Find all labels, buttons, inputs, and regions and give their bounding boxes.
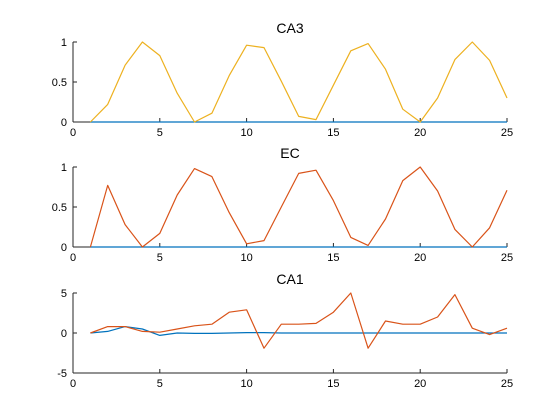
x-tick-label: 20 — [414, 252, 426, 264]
series-line-ca1-2 — [90, 292, 508, 349]
x-tick-label: 5 — [157, 127, 163, 139]
x-tick-label: 25 — [501, 252, 513, 264]
x-tick-label: 0 — [70, 127, 76, 139]
x-tick-label: 25 — [501, 378, 513, 390]
y-tick-label: 0 — [61, 328, 67, 340]
y-tick-label: 0 — [61, 117, 67, 129]
x-tick-label: 5 — [157, 378, 163, 390]
subplot-ec: EC 0 5 10 15 20 25 0 0.5 1 — [52, 145, 513, 264]
x-tick-label: 0 — [70, 378, 76, 390]
y-tick-label: 0.5 — [52, 202, 67, 214]
x-tick-label: 15 — [327, 378, 339, 390]
subplot-ca1: CA1 0 5 10 15 20 25-505 — [57, 271, 513, 390]
y-tick-label: 0 — [61, 242, 67, 254]
x-tick-label: 15 — [327, 127, 339, 139]
x-tick-label: 10 — [240, 252, 252, 264]
series-line-ec-2 — [89, 166, 508, 248]
series-line-ca1-1 — [90, 326, 507, 336]
subplot-title-ca1: CA1 — [276, 271, 303, 287]
x-tick-label: 15 — [327, 252, 339, 264]
subplot-ca3: CA3 0 5 10 15 20 25 0 0.5 1 — [52, 20, 513, 139]
y-tick-label: 1 — [61, 37, 67, 49]
x-tick-label: 25 — [501, 127, 513, 139]
x-tick-label: 5 — [157, 252, 163, 264]
series-line-ca3-2 — [89, 41, 508, 123]
y-tick-label: 5 — [61, 288, 67, 300]
x-tick-label: 0 — [70, 252, 76, 264]
x-tick-label: 10 — [240, 127, 252, 139]
y-tick-label: -5 — [57, 368, 67, 380]
x-tick-label: 20 — [414, 378, 426, 390]
subplot-title-ec: EC — [280, 145, 299, 161]
x-tick-label: 20 — [414, 127, 426, 139]
y-tick-label: 0.5 — [52, 77, 67, 89]
y-tick-label: 1 — [61, 162, 67, 174]
x-tick-label: 10 — [240, 378, 252, 390]
subplot-title-ca3: CA3 — [276, 20, 303, 36]
